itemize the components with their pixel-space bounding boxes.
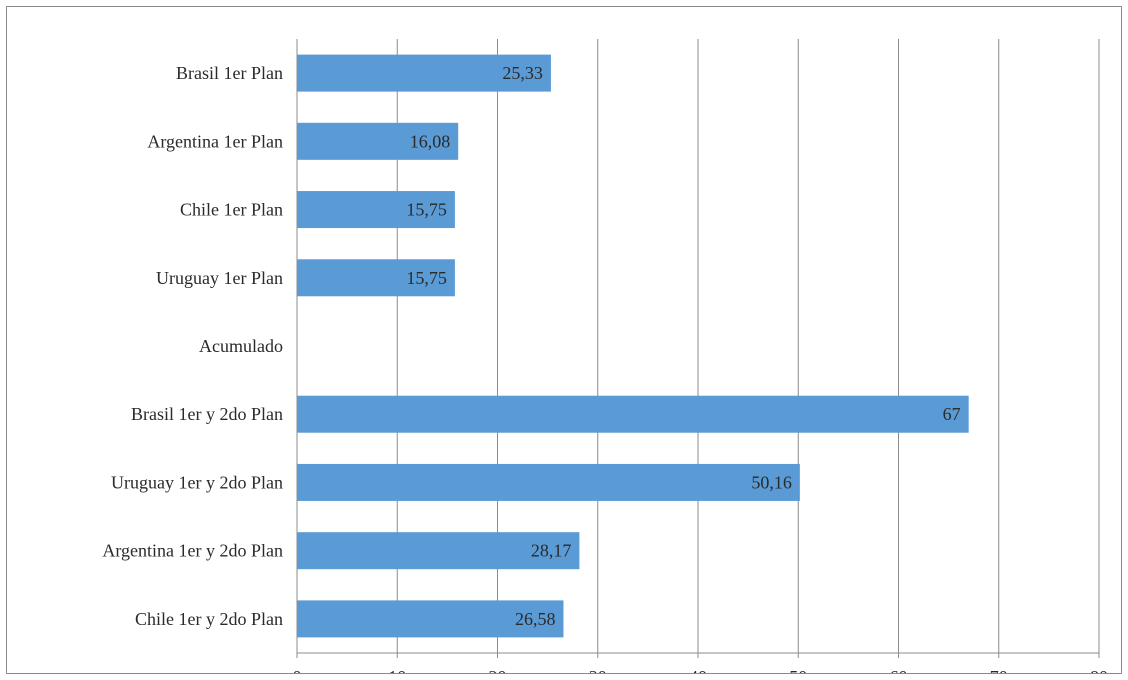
bar (297, 395, 969, 433)
bar (297, 259, 455, 297)
x-tick-label: 60 (890, 667, 908, 673)
bar (297, 54, 551, 92)
bar (297, 463, 800, 501)
bar-chart: 0 10 20 30 40 50 60 70 80 Brasil 1er Plan 25,33 Arg… (102, 39, 1108, 680)
x-tick-label: 70 (990, 667, 1008, 673)
category-label: Argentina 1er Plan (147, 131, 283, 151)
x-tick-label: 20 (489, 667, 507, 673)
category-label: Chile 1er Plan (180, 200, 283, 220)
data-label: 25,33 (502, 63, 543, 83)
category-label: Brasil 1er y 2do Plan (131, 404, 283, 424)
data-label: 26,58 (515, 609, 556, 629)
bar (297, 532, 580, 570)
chart-frame: 0 10 20 30 40 50 60 70 80 Brasil 1er Plan 25,33 Arg… (6, 6, 1122, 680)
category-label: Brasil 1er Plan (176, 63, 283, 83)
x-tick-label: 80 (1090, 667, 1108, 673)
x-tick-label: 50 (789, 667, 807, 673)
x-tick-label: 10 (388, 667, 406, 673)
x-tick-label: 0 (293, 667, 302, 673)
bars (297, 54, 969, 638)
bar (297, 600, 564, 638)
x-tick-label: 40 (689, 667, 707, 673)
category-label: Argentina 1er y 2do Plan (102, 541, 283, 561)
axes (296, 39, 1100, 658)
data-label: 15,75 (406, 200, 447, 220)
labels: 0 10 20 30 40 50 60 70 80 Brasil 1er Plan 25,33 Arg… (102, 63, 1108, 680)
category-label: Uruguay 1er Plan (156, 268, 283, 288)
bar (297, 191, 455, 229)
data-label: 67 (943, 404, 961, 424)
data-label: 15,75 (406, 268, 447, 288)
data-label: 50,16 (751, 472, 792, 492)
category-label: Uruguay 1er y 2do Plan (111, 472, 283, 492)
category-label: Chile 1er y 2do Plan (135, 609, 283, 629)
category-label: Acumulado (199, 336, 283, 356)
x-tick-label: 30 (589, 667, 607, 673)
data-label: 16,08 (410, 131, 451, 151)
bar (297, 122, 459, 160)
data-label: 28,17 (531, 541, 572, 561)
